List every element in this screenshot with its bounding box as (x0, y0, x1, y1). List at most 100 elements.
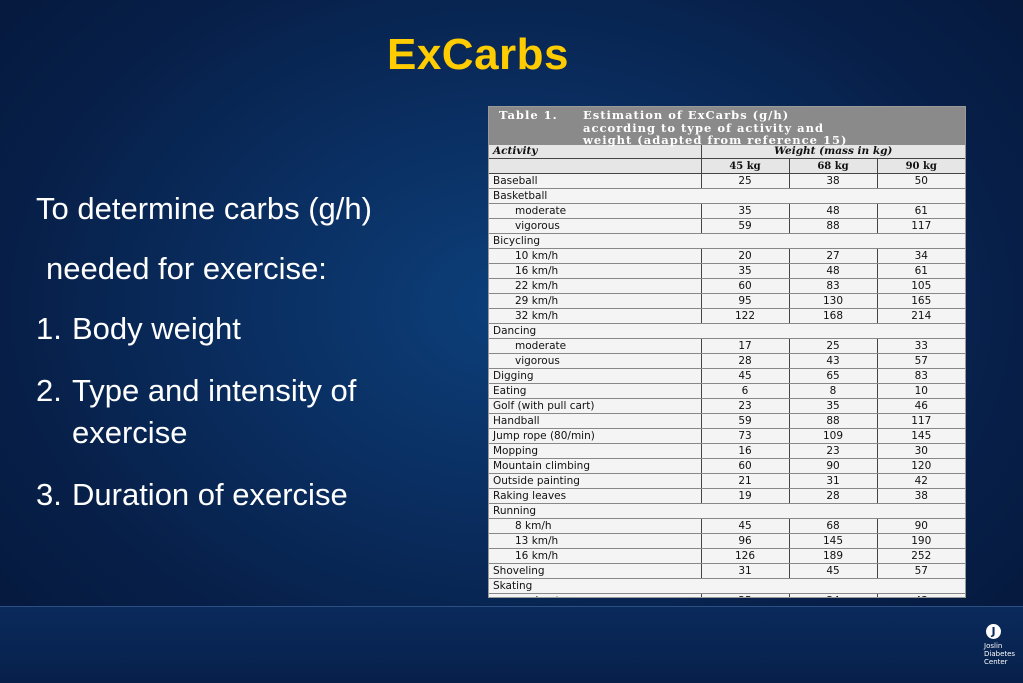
value-cell: 122 (700, 308, 789, 324)
value-cell (789, 578, 877, 594)
table-row: 8 km/h 45 68 90 (489, 518, 965, 534)
value-cell: 252 (876, 548, 965, 564)
column-header-weight: Weight (mass in kg) (700, 145, 965, 159)
value-cell: 23 (700, 398, 789, 414)
value-cell: 60 (700, 278, 789, 294)
table-row: Baseball 25 38 50 (489, 173, 965, 189)
value-cell: 165 (876, 293, 965, 309)
value-cell: 59 (700, 413, 789, 429)
value-cell (701, 503, 789, 519)
table-row: 16 km/h 35 48 61 (489, 263, 965, 279)
value-cell (877, 578, 965, 594)
activity-cell: moderate (489, 203, 701, 219)
table-row: Raking leaves 19 28 38 (489, 488, 965, 504)
value-cell: 48 (788, 203, 877, 219)
value-cell: 109 (788, 428, 877, 444)
value-cell: 120 (876, 458, 965, 474)
activity-cell: 29 km/h (489, 293, 701, 309)
activity-cell: Outside painting (489, 473, 701, 489)
table-row: Bicycling (489, 233, 965, 249)
value-cell (877, 323, 965, 339)
value-cell (701, 578, 789, 594)
value-cell: 60 (700, 458, 789, 474)
value-cell: 10 (876, 383, 965, 399)
value-cell: 45 (700, 518, 789, 534)
value-cell: 31 (788, 473, 877, 489)
value-cell: 145 (788, 533, 877, 549)
activity-cell: Bicycling (489, 233, 701, 249)
activity-cell: 32 km/h (489, 308, 701, 324)
list-item-text: Body weight (72, 311, 241, 346)
value-cell: 190 (876, 533, 965, 549)
excarbs-table: Activity Weight (mass in kg) 45 kg 68 kg… (489, 145, 965, 597)
column-header-45kg: 45 kg (700, 158, 789, 174)
value-cell (789, 323, 877, 339)
excarbs-table-image: Table 1. Estimation of ExCarbs (g/h) acco… (488, 106, 966, 598)
intro-line-1: To determine carbs (g/h) (36, 191, 372, 226)
value-cell: 19 (700, 488, 789, 504)
value-cell: 42 (876, 473, 965, 489)
footer-band (0, 606, 1023, 683)
list-item: 1. Body weight (36, 308, 456, 350)
value-cell: 73 (700, 428, 789, 444)
value-cell (701, 233, 789, 249)
value-cell: 35 (700, 263, 789, 279)
value-cell: 88 (788, 218, 877, 234)
value-cell: 46 (876, 398, 965, 414)
table-row: moderate 35 48 61 (489, 203, 965, 219)
value-cell: 130 (788, 293, 877, 309)
value-cell (877, 503, 965, 519)
value-cell: 38 (788, 173, 877, 189)
table-row: vigorous 59 88 117 (489, 218, 965, 234)
value-cell: 31 (700, 563, 789, 579)
table-row: moderate 17 25 33 (489, 338, 965, 354)
value-cell: 35 (788, 398, 877, 414)
table-row: Mountain climbing 60 90 120 (489, 458, 965, 474)
activity-cell: Shoveling (489, 563, 701, 579)
value-cell: 28 (788, 488, 877, 504)
value-cell: 61 (876, 203, 965, 219)
column-header-90kg: 90 kg (876, 158, 965, 174)
value-cell: 57 (876, 563, 965, 579)
table-row: Dancing (489, 323, 965, 339)
value-cell: 34 (788, 593, 877, 597)
caption-lead: Table 1. (499, 108, 558, 122)
activity-cell: 16 km/h (489, 263, 701, 279)
value-cell (877, 188, 965, 204)
activity-cell: Jump rope (80/min) (489, 428, 701, 444)
activity-cell: 16 km/h (489, 548, 701, 564)
value-cell: 20 (700, 248, 789, 264)
table-row: Golf (with pull cart) 23 35 46 (489, 398, 965, 414)
value-cell: 95 (700, 293, 789, 309)
value-cell: 34 (876, 248, 965, 264)
column-header-activity: Activity (489, 145, 701, 159)
value-cell: 30 (876, 443, 965, 459)
value-cell: 35 (700, 203, 789, 219)
logo-text: Joslin (984, 642, 1003, 650)
caption-line: Estimation of ExCarbs (g/h) (583, 108, 790, 122)
table-row: 22 km/h 60 83 105 (489, 278, 965, 294)
table-row: vigorous 28 43 57 (489, 353, 965, 369)
activity-cell: Mopping (489, 443, 701, 459)
value-cell: 38 (876, 488, 965, 504)
logo-text: Diabetes (984, 650, 1016, 658)
value-cell: 50 (876, 173, 965, 189)
value-cell: 88 (788, 413, 877, 429)
activity-cell: Baseball (489, 173, 701, 189)
value-cell: 117 (876, 218, 965, 234)
activity-cell: Dancing (489, 323, 701, 339)
value-cell: 25 (788, 338, 877, 354)
value-cell: 117 (876, 413, 965, 429)
logo-text: Center (984, 658, 1008, 666)
activity-cell: 22 km/h (489, 278, 701, 294)
value-cell: 23 (788, 443, 877, 459)
intro-line-2: needed for exercise: (46, 251, 327, 286)
activity-cell: Mountain climbing (489, 458, 701, 474)
value-cell: 145 (876, 428, 965, 444)
table-row: Running (489, 503, 965, 519)
slide-title: ExCarbs (386, 30, 570, 79)
activity-cell: moderate (489, 338, 701, 354)
joslin-logo-icon: J (986, 624, 1001, 639)
value-cell: 68 (788, 518, 877, 534)
column-header-68kg: 68 kg (788, 158, 877, 174)
